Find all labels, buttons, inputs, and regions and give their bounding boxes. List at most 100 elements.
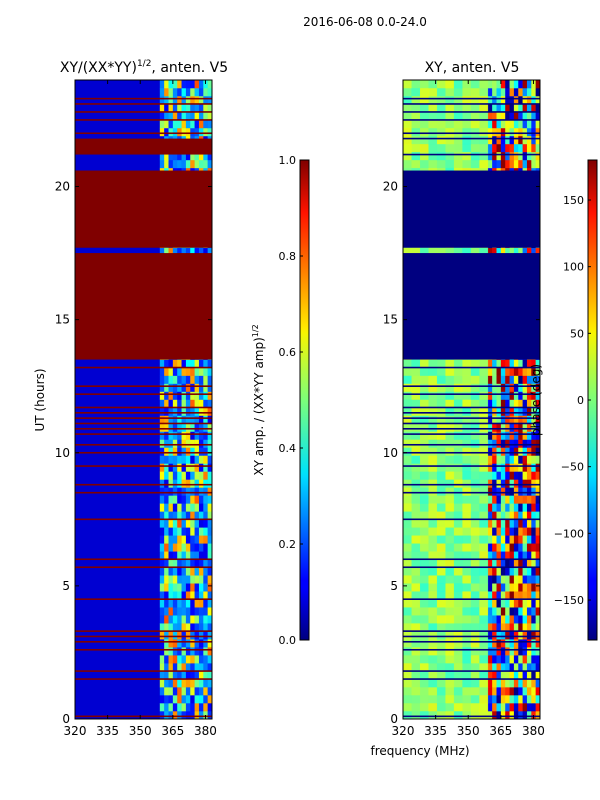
heatmap-cell: [535, 711, 541, 720]
colorbar-tick-label: −50: [561, 461, 584, 474]
heatmap-cell: [518, 631, 523, 640]
heatmap-cell: [177, 631, 182, 640]
heatmap-cell: [445, 655, 455, 664]
heatmap-cell: [445, 615, 455, 624]
heatmap-cell: [194, 647, 200, 656]
heatmap-cell: [513, 511, 519, 520]
heatmap-cell: [172, 687, 178, 696]
heatmap-cell: [185, 367, 191, 376]
heatmap-cell: [505, 687, 510, 696]
heatmap-cell: [453, 511, 463, 520]
heatmap-cell: [194, 607, 200, 616]
heatmap-cell: [462, 359, 472, 368]
heatmap-cell: [428, 567, 438, 576]
heatmap-cell: [522, 95, 528, 105]
heatmap-cell: [168, 679, 174, 688]
heatmap-cell: [198, 391, 204, 400]
heatmap-cell: [531, 623, 536, 632]
heatmap-cell: [419, 623, 429, 632]
colorbar-tick-label: 150: [563, 194, 584, 207]
amp-title-tail: , anten. V5: [151, 60, 228, 76]
heatmap-cell: [509, 103, 515, 113]
heatmap-cell: [190, 511, 195, 520]
heatmap-cell: [509, 375, 515, 384]
heatmap-cell: [194, 455, 200, 464]
heatmap-cell: [513, 679, 519, 688]
heatmap-cell: [526, 503, 532, 512]
heatmap-cell: [500, 143, 506, 153]
heatmap-cell: [526, 391, 532, 400]
heatmap-cell: [526, 383, 532, 392]
heatmap-cell: [522, 367, 528, 376]
heatmap-cell: [500, 591, 506, 600]
heatmap-cell: [203, 663, 208, 672]
flag-line: [403, 137, 540, 140]
heatmap-cell: [492, 359, 497, 368]
heatmap-cell: [172, 607, 178, 616]
heatmap-cell: [535, 687, 541, 696]
heatmap-cell: [207, 599, 213, 608]
heatmap-cell: [518, 639, 523, 648]
heatmap-cell: [513, 559, 519, 568]
heatmap-cell: [492, 127, 497, 137]
heatmap-cell: [470, 559, 480, 568]
heatmap-cell: [479, 567, 489, 576]
heatmap-cell: [526, 495, 532, 504]
heatmap-cell: [496, 623, 502, 632]
flag-line: [75, 566, 212, 569]
heatmap-cell: [203, 247, 208, 257]
heatmap-cell: [535, 559, 541, 568]
heatmap-cell: [479, 671, 489, 680]
heatmap-cell: [194, 503, 200, 512]
heatmap-cell: [198, 607, 204, 616]
heatmap-cell: [470, 575, 480, 584]
heatmap-cell: [531, 431, 536, 440]
y-tick-label: 15: [383, 313, 398, 327]
heatmap-cell: [181, 247, 187, 257]
heatmap-cell: [436, 543, 446, 552]
heatmap-cell: [172, 511, 178, 520]
heatmap-cell: [181, 391, 187, 400]
heatmap-cell: [428, 367, 438, 376]
heatmap-cell: [531, 543, 536, 552]
heatmap-cell: [172, 639, 178, 648]
heatmap-cell: [403, 127, 412, 137]
heatmap-cell: [419, 631, 429, 640]
heatmap-cell: [496, 599, 502, 608]
heatmap-cell: [198, 527, 204, 536]
heatmap-cell: [428, 159, 438, 169]
heatmap-cell: [479, 463, 489, 472]
heatmap-cell: [526, 479, 532, 488]
heatmap-cell: [513, 127, 519, 137]
heatmap-cell: [185, 111, 191, 121]
heatmap-cell: [526, 119, 532, 129]
heatmap-cell: [203, 631, 208, 640]
heatmap-cell: [522, 639, 528, 648]
heatmap-cell: [177, 159, 182, 169]
heatmap-cell: [185, 503, 191, 512]
heatmap-cell: [445, 607, 455, 616]
heatmap-cell: [492, 679, 497, 688]
heatmap-cell: [164, 431, 169, 440]
heatmap-cell: [177, 463, 182, 472]
heatmap-cell: [172, 567, 178, 576]
heatmap-cell: [453, 471, 463, 480]
heatmap-cell: [428, 551, 438, 560]
heatmap-cell: [436, 463, 446, 472]
heatmap-cell: [500, 495, 506, 504]
heatmap-cell: [411, 399, 421, 408]
heatmap-cell: [164, 80, 169, 89]
heatmap-cell: [470, 679, 480, 688]
heatmap-cell: [518, 551, 523, 560]
heatmap-cell: [185, 479, 191, 488]
heatmap-cell: [164, 423, 169, 432]
heatmap-cell: [172, 415, 178, 424]
heatmap-cell: [445, 679, 455, 688]
heatmap-cell: [164, 663, 169, 672]
heatmap-cell: [522, 439, 528, 448]
heatmap-cell: [428, 487, 438, 496]
heatmap-cell: [526, 623, 532, 632]
heatmap-cell: [159, 119, 165, 129]
heatmap-cell: [470, 647, 480, 656]
heatmap-cell: [172, 159, 178, 169]
